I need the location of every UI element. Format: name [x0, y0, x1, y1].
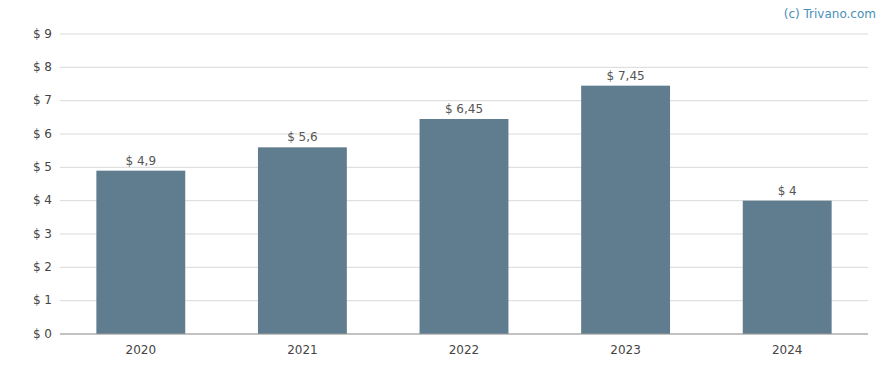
- bar: [258, 147, 347, 334]
- data-label: $ 7,45: [607, 69, 645, 83]
- chart: $ 0 $ 1 $ 2 $ 3 $ 4 $ 5 $ 6 $ 7 $ 8 $ 9 $ 4,9 $ 5,6…: [0, 0, 888, 370]
- x-tick-label: 2022: [449, 343, 480, 357]
- data-label: $ 6,45: [445, 102, 483, 116]
- x-tick-label: 2024: [772, 343, 803, 357]
- bar: [581, 86, 670, 334]
- y-tick-label: $ 9: [33, 27, 52, 41]
- y-axis: $ 0 $ 1 $ 2 $ 3 $ 4 $ 5 $ 6 $ 7 $ 8 $ 9: [33, 27, 52, 341]
- y-tick-label: $ 5: [33, 160, 52, 174]
- data-labels: $ 4,9 $ 5,6 $ 6,45 $ 7,45 $ 4: [126, 69, 797, 198]
- data-label: $ 4: [778, 184, 797, 198]
- y-tick-label: $ 2: [33, 260, 52, 274]
- bar: [743, 201, 832, 334]
- bar: [420, 119, 509, 334]
- grid-line: [60, 34, 868, 35]
- y-tick-label: $ 4: [33, 193, 52, 207]
- watermark: (c) Trivano.com: [784, 7, 876, 21]
- chart-container: $ 0 $ 1 $ 2 $ 3 $ 4 $ 5 $ 6 $ 7 $ 8 $ 9 $ 4,9 $ 5,6…: [0, 0, 888, 370]
- grid-line: [60, 334, 868, 335]
- y-tick-label: $ 0: [33, 327, 52, 341]
- x-tick-label: 2021: [287, 343, 318, 357]
- grid: [60, 34, 868, 334]
- y-tick-label: $ 6: [33, 127, 52, 141]
- x-axis: 2020 2021 2022 2023 2024: [60, 334, 868, 357]
- grid-line: [60, 67, 868, 68]
- y-tick-label: $ 1: [33, 293, 52, 307]
- data-label: $ 5,6: [287, 130, 318, 144]
- y-tick-label: $ 3: [33, 227, 52, 241]
- bars: [96, 86, 831, 334]
- y-tick-label: $ 8: [33, 60, 52, 74]
- bar: [96, 171, 185, 334]
- y-tick-label: $ 7: [33, 93, 52, 107]
- x-axis-line: [60, 334, 868, 335]
- x-tick-label: 2023: [610, 343, 641, 357]
- x-tick-label: 2020: [126, 343, 157, 357]
- data-label: $ 4,9: [126, 154, 157, 168]
